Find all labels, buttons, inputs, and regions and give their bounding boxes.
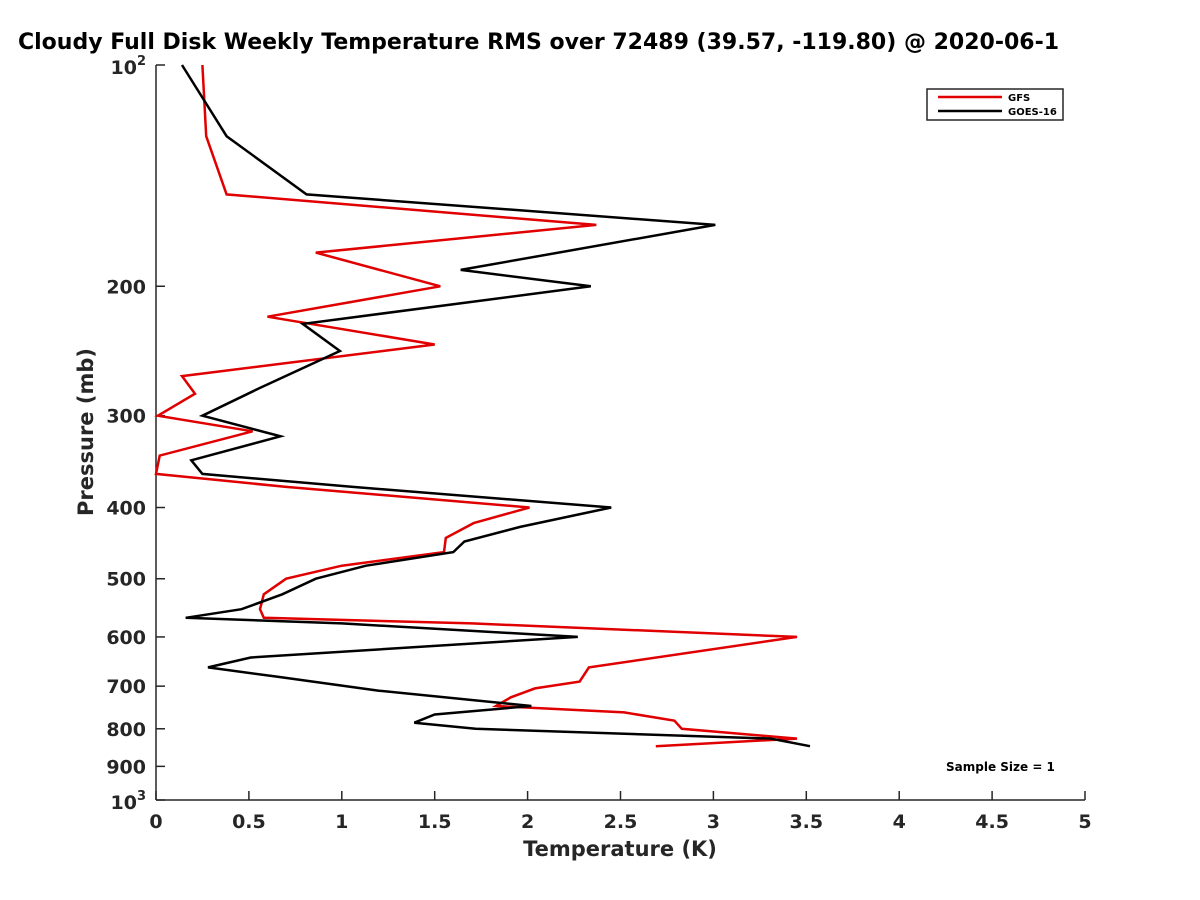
x-tick-label: 0.5 [232, 811, 266, 833]
y-tick-label: 500 [106, 569, 146, 591]
y-axis-ticks: 102 200 300 400 500 600 700 800 900 103 [106, 54, 165, 814]
legend-label-gfs: GFS [1008, 93, 1030, 104]
legend-box [926, 88, 1064, 121]
y-tick-label: 800 [106, 719, 146, 741]
axes [155, 65, 1085, 801]
x-tick-label: 2.5 [604, 811, 638, 833]
y-tick-label: 200 [106, 276, 146, 298]
y-tick-label: 300 [106, 406, 146, 428]
sample-size-annotation: Sample Size = 1 [946, 760, 1055, 774]
x-tick-label: 0 [149, 811, 162, 833]
y-tick-label: 700 [106, 676, 146, 698]
x-tick-label: 3 [707, 811, 720, 833]
chart-title: Cloudy Full Disk Weekly Temperature RMS … [18, 30, 1060, 55]
x-tick-label: 2 [521, 811, 534, 833]
x-tick-label: 1 [335, 811, 348, 833]
series-line-gfs [154, 64, 798, 748]
x-axis-ticks: 0 0.5 1 1.5 2 2.5 3 3.5 4 4.5 5 [149, 791, 1092, 833]
x-axis-label: Temperature (K) [523, 837, 717, 861]
legend-label-goes16: GOES-16 [1008, 107, 1057, 118]
x-tick-label: 4 [893, 811, 906, 833]
y-tick-label: 103 [111, 789, 147, 814]
series-layer [154, 64, 811, 748]
legend: GFS GOES-16 [926, 88, 1064, 121]
y-tick-label: 900 [106, 756, 146, 778]
x-tick-label: 3.5 [789, 811, 823, 833]
x-tick-label: 5 [1078, 811, 1091, 833]
y-axis-label: Pressure (mb) [74, 348, 98, 516]
x-tick-label: 4.5 [975, 811, 1009, 833]
series-line-goes-16 [180, 64, 811, 748]
x-tick-label: 1.5 [418, 811, 452, 833]
y-tick-label: 102 [111, 54, 147, 79]
y-tick-label: 600 [106, 627, 146, 649]
y-tick-label: 400 [106, 498, 146, 520]
